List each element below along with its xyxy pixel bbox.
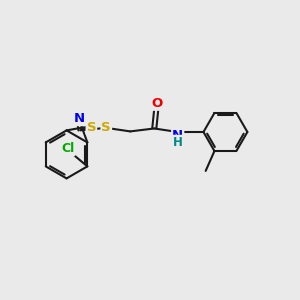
Text: S: S <box>87 121 96 134</box>
Text: H: H <box>173 136 183 149</box>
Text: O: O <box>151 97 162 110</box>
Text: S: S <box>101 122 111 134</box>
Text: N: N <box>172 129 183 142</box>
Text: Cl: Cl <box>61 142 74 155</box>
Text: N: N <box>74 112 85 125</box>
